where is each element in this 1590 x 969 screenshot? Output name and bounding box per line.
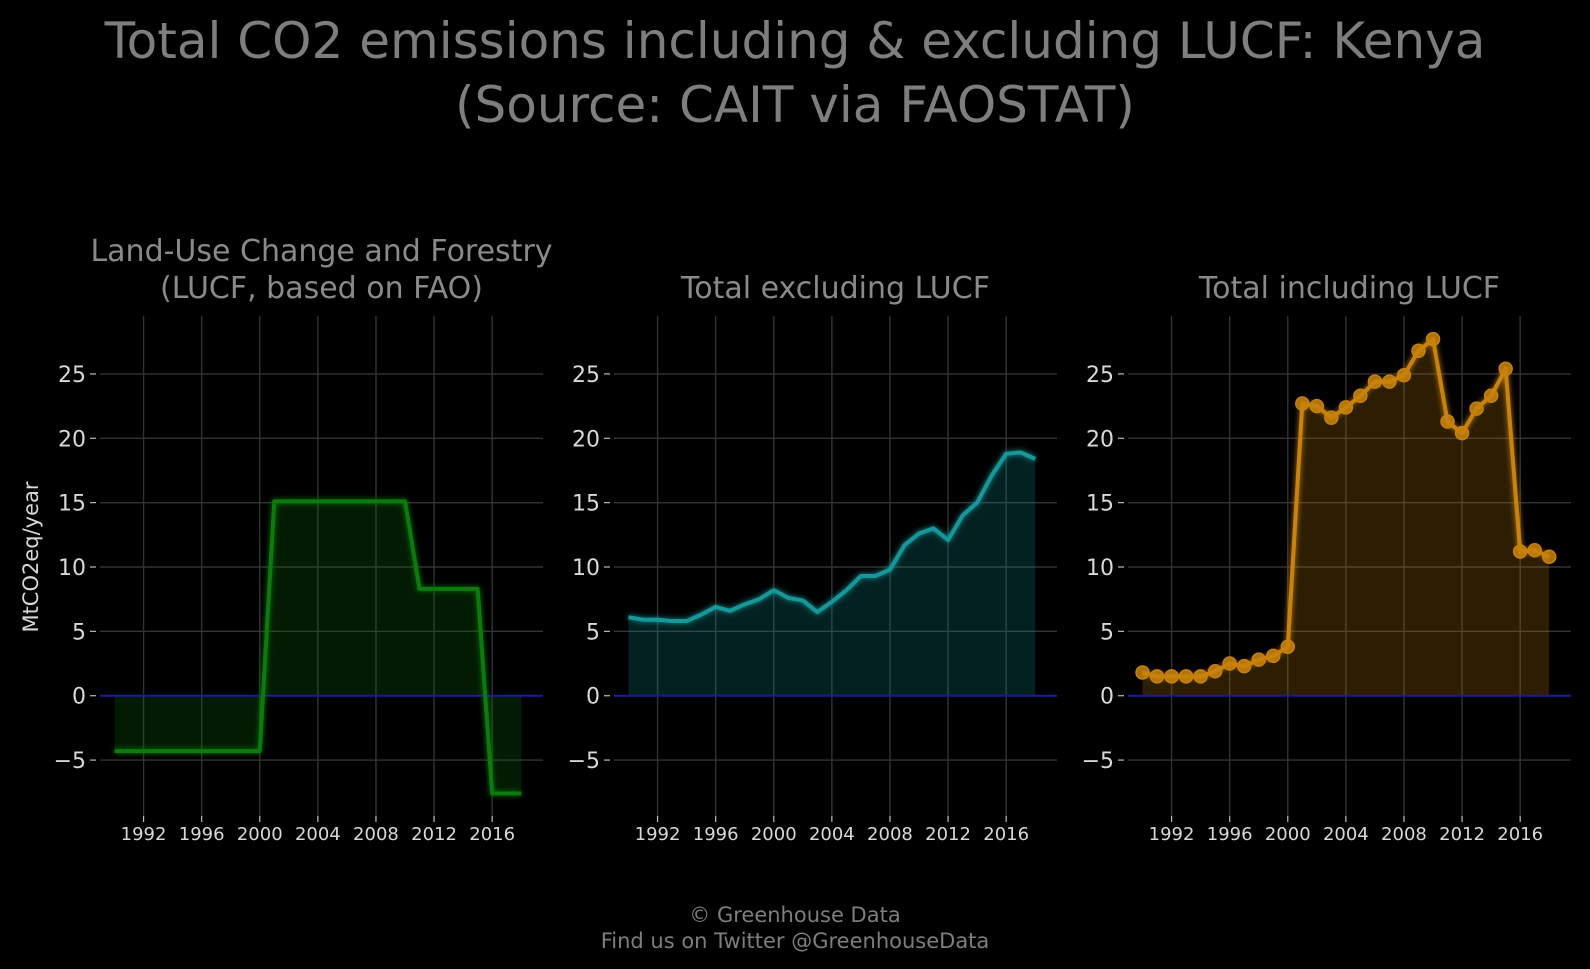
x-tick-label: 2012 <box>925 824 971 845</box>
data-point <box>1164 669 1179 684</box>
y-tick-label: 25 <box>572 363 600 388</box>
data-point <box>1353 388 1368 404</box>
x-tick-label: 2012 <box>411 824 457 845</box>
data-point <box>1324 410 1339 425</box>
data-point <box>1498 361 1513 377</box>
data-point <box>1469 401 1484 416</box>
panel-excl: −5 0 5 10 15 20 25 1992 1996 2000 2004 2008 2012 2016… <box>568 271 1057 845</box>
x-tick-label: 1992 <box>1149 824 1195 845</box>
chart-title-line1: Total CO2 emissions including & excludin… <box>104 12 1486 70</box>
x-tick-label: 2004 <box>809 824 855 845</box>
y-tick-label: 15 <box>1086 492 1114 517</box>
data-point <box>1440 414 1455 429</box>
x-tick-label: 2008 <box>353 824 399 845</box>
x-tick-label: 2012 <box>1439 824 1485 845</box>
data-point <box>1265 648 1281 664</box>
y-tick-label: 0 <box>72 685 86 710</box>
x-tick-label: 2008 <box>867 824 913 845</box>
data-point <box>1454 425 1470 441</box>
panel-title: Total including LUCF <box>1198 271 1500 306</box>
data-point <box>1207 664 1223 679</box>
x-tick-label: 2000 <box>1265 824 1311 845</box>
y-tick-label: 0 <box>586 685 600 710</box>
y-tick-label: 5 <box>1100 620 1114 645</box>
data-point <box>1236 658 1252 674</box>
footer-twitter: Find us on Twitter @GreenhouseData <box>600 929 990 953</box>
data-point <box>1425 331 1441 347</box>
panel-title: Land-Use Change and Forestry <box>90 234 552 269</box>
data-point <box>1309 398 1325 414</box>
series-line <box>628 450 1037 624</box>
x-tick-label: 1996 <box>1207 824 1253 845</box>
x-tick-label: 1992 <box>635 824 681 845</box>
data-point <box>1280 639 1296 655</box>
y-tick-label: 0 <box>1100 685 1114 710</box>
panel-title: Total excluding LUCF <box>680 271 990 306</box>
panel-title: (LUCF, based on FAO) <box>160 271 483 306</box>
data-point <box>1149 669 1165 684</box>
data-point <box>1411 343 1426 359</box>
x-tick-label: 1996 <box>179 824 225 845</box>
x-tick-label: 1992 <box>121 824 167 845</box>
x-tick-label: 2004 <box>1323 824 1369 845</box>
y-tick-label: 15 <box>572 492 600 517</box>
series-line <box>114 499 522 796</box>
y-tick-label: 20 <box>572 427 600 452</box>
series-area <box>628 452 1036 696</box>
x-tick-label: 2016 <box>1497 824 1543 845</box>
data-point <box>1541 549 1557 564</box>
data-point <box>1396 367 1412 383</box>
x-tick-label: 2016 <box>469 824 515 845</box>
y-tick-label: 15 <box>58 492 86 517</box>
y-tick-label: 5 <box>72 620 86 645</box>
data-point <box>1512 544 1528 559</box>
data-point <box>1367 374 1383 389</box>
y-tick-label: −5 <box>1082 749 1114 774</box>
data-point <box>1338 400 1354 415</box>
series-area <box>114 501 522 794</box>
data-point <box>1222 656 1237 671</box>
data-point <box>1382 374 1397 389</box>
data-point <box>1178 669 1194 684</box>
y-tick-label: 20 <box>58 427 86 452</box>
data-point <box>1193 669 1208 684</box>
footer-copyright: © Greenhouse Data <box>689 903 901 927</box>
y-axis-label: MtCO2eq/year <box>19 481 43 632</box>
x-tick-label: 2004 <box>295 824 341 845</box>
y-tick-label: 5 <box>586 620 600 645</box>
x-tick-label: 1996 <box>693 824 739 845</box>
y-tick-label: 20 <box>1086 427 1114 452</box>
y-tick-label: 25 <box>1086 363 1114 388</box>
data-point <box>1295 396 1310 411</box>
y-tick-label: −5 <box>568 749 600 774</box>
data-point <box>1483 388 1499 404</box>
data-point <box>1527 543 1542 558</box>
panel-lucf: −5 0 5 10 15 20 25 1992 1996 2000 2004 2008 2012 2016… <box>19 234 553 845</box>
y-tick-label: 10 <box>572 556 600 581</box>
data-point <box>1251 652 1266 667</box>
y-tick-label: −5 <box>54 749 86 774</box>
y-tick-label: 10 <box>1086 556 1114 581</box>
x-tick-label: 2000 <box>237 824 283 845</box>
y-tick-label: 25 <box>58 363 86 388</box>
x-tick-label: 2008 <box>1381 824 1427 845</box>
chart-title-line2: (Source: CAIT via FAOSTAT) <box>455 76 1135 134</box>
x-tick-label: 2000 <box>751 824 797 845</box>
data-point <box>1135 665 1150 680</box>
panel-incl: −5 0 5 10 15 20 25 1992 1996 2000 2004 2008 2012 2016… <box>1082 271 1571 845</box>
y-tick-label: 10 <box>58 556 86 581</box>
x-tick-label: 2016 <box>983 824 1029 845</box>
